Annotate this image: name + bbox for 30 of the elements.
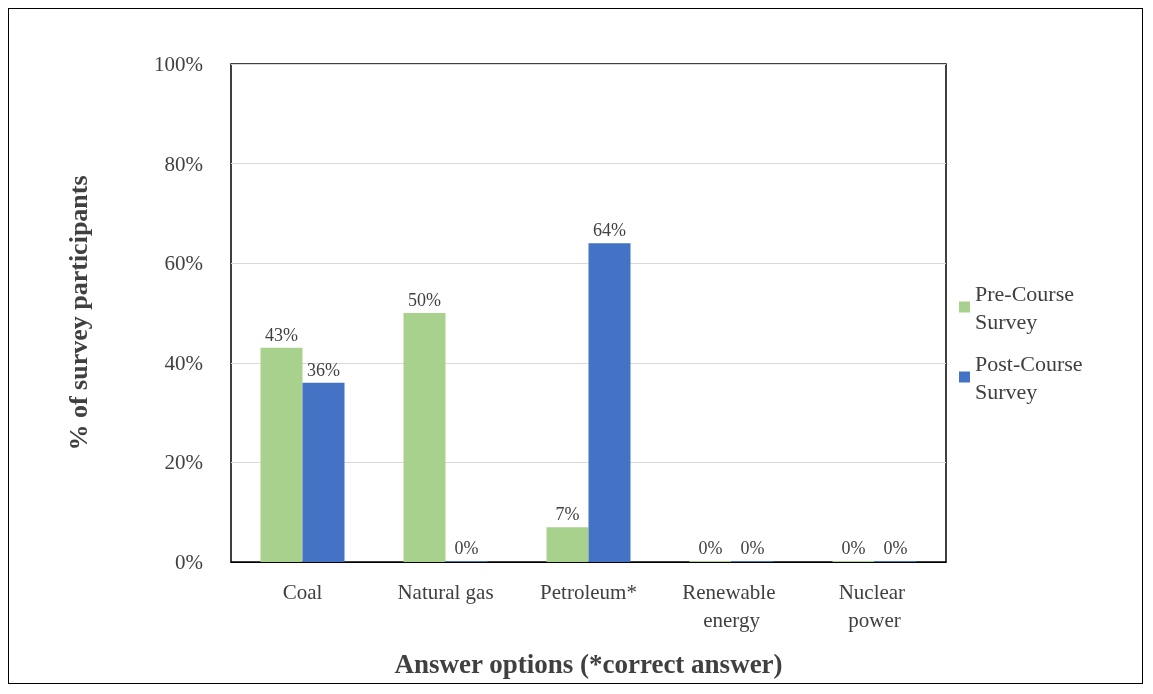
y-axis-title: % of survey participants [63,175,93,451]
data-label: 0% [883,538,908,558]
y-tick-label: 20% [164,450,203,475]
y-tick-label: 80% [164,151,203,176]
bar [588,243,631,562]
y-tick-label: 100% [154,52,203,76]
x-tick-label: Coal [282,580,323,604]
data-label: 7% [555,504,580,525]
x-tick-label: Renewable energy [682,580,781,632]
data-label: 50% [408,290,441,310]
data-label: 43% [265,324,298,345]
data-label: 0% [698,538,723,558]
data-label: 0% [740,538,765,558]
legend-label: Pre-Course Survey [975,280,1080,334]
x-tick-label: Nuclear power [838,580,911,632]
bar [546,527,589,562]
y-tick-label: 60% [164,251,203,276]
bar [260,347,303,562]
data-label: 0% [841,538,866,558]
y-tick-label: 40% [164,350,203,375]
data-label: 64% [593,220,626,241]
y-tick-label: 0% [175,550,203,574]
data-label: 36% [307,359,340,380]
bar [302,382,345,562]
legend-label: Post-Course Survey [975,350,1089,404]
x-axis-title: Answer options (*correct answer) [394,648,783,679]
x-tick-label: Petroleum* [540,580,637,604]
x-tick-label: Natural gas [397,580,494,604]
data-label: 0% [454,538,479,558]
bar [403,313,446,562]
